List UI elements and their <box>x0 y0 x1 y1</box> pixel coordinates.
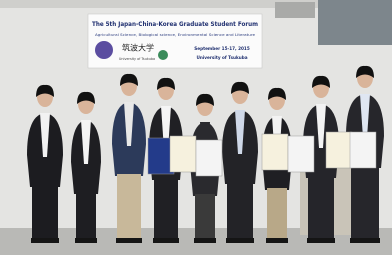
shoes <box>226 238 254 243</box>
shoes <box>307 238 335 243</box>
legs <box>117 174 141 240</box>
legs <box>227 182 253 240</box>
logo-text: 筑波大学 <box>122 43 154 53</box>
certificate <box>262 134 288 170</box>
photo: The 5th Japan-China-Korea Graduate Stude… <box>0 0 392 255</box>
shoes <box>75 238 97 243</box>
banner-venue: University of Tsukuba <box>196 55 247 60</box>
legs <box>76 192 96 240</box>
banner-title: The 5th Japan-China-Korea Graduate Stude… <box>92 21 258 28</box>
logo-emblem <box>158 50 168 60</box>
banner-date: September 15-17, 2015 <box>194 46 250 51</box>
shoes <box>266 238 288 243</box>
legs <box>267 188 287 240</box>
shoes <box>31 238 59 243</box>
legs <box>32 185 58 240</box>
certificate <box>326 132 352 168</box>
shoes <box>194 238 216 243</box>
logo-caption: University of Tsukuba <box>119 57 155 61</box>
logo-emblem <box>95 41 113 59</box>
legs <box>154 178 178 240</box>
vent <box>275 2 315 18</box>
certificate <box>288 136 314 172</box>
banner-subtitle: Agricultural Science, Biological science… <box>95 33 256 37</box>
certificate <box>170 136 196 172</box>
legs <box>308 176 334 240</box>
certificate <box>196 140 222 176</box>
shoes <box>116 238 142 243</box>
window <box>318 0 392 45</box>
shoes <box>350 238 380 243</box>
shoes <box>153 238 179 243</box>
legs <box>195 194 215 240</box>
certificate <box>350 132 376 168</box>
legs <box>351 166 379 240</box>
banner: The 5th Japan-China-Korea Graduate Stude… <box>88 14 262 68</box>
